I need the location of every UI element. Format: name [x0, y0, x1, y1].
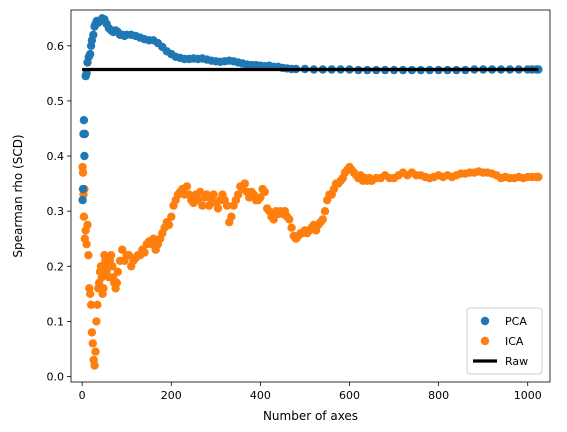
pca-point-1	[78, 184, 88, 194]
ica-point-38	[112, 278, 122, 287]
ica-point-1	[78, 168, 88, 177]
ica-point-191	[534, 172, 543, 182]
ica-point-90	[227, 212, 236, 221]
ica-point-62	[164, 220, 174, 230]
x-axis-label: Number of axes	[263, 409, 358, 423]
ica-point-17	[91, 347, 100, 356]
ica-series-points	[78, 162, 543, 370]
y-tick-label-1: 0.1	[47, 315, 65, 328]
ica-point-82	[209, 190, 218, 199]
x-tick-label-1: 200	[161, 389, 182, 402]
ica-point-44	[124, 251, 134, 260]
ica-point-63	[167, 212, 176, 221]
ica-point-18	[92, 317, 101, 326]
legend-marker-pca	[480, 316, 490, 326]
ica-point-34	[108, 262, 117, 271]
ica-point-51	[140, 248, 149, 257]
ica-point-105	[260, 187, 269, 197]
ica-point-84	[213, 204, 223, 213]
pca-point-0	[78, 195, 87, 205]
ica-point-70	[182, 182, 192, 191]
x-tick-label-3: 600	[339, 389, 360, 402]
ica-point-77	[198, 201, 207, 210]
ica-point-132	[320, 207, 330, 216]
ica-point-8	[83, 220, 92, 230]
x-axis-ticks: 0 200 400 600 800 1000	[79, 382, 542, 402]
x-tick-label-4: 800	[428, 389, 449, 402]
ica-point-39	[113, 267, 123, 276]
x-tick-label-5: 1000	[514, 389, 542, 402]
ica-point-116	[285, 215, 294, 224]
legend-marker-ica	[480, 336, 490, 346]
ica-point-131	[318, 215, 327, 224]
y-tick-label-2: 0.2	[47, 260, 65, 273]
pca-point-3	[79, 116, 89, 125]
plot-frame	[70, 9, 551, 383]
pca-point-7	[82, 69, 91, 78]
ica-point-12	[86, 300, 96, 309]
ica-point-7	[82, 240, 91, 249]
y-tick-label-4: 0.4	[47, 150, 65, 163]
legend-label-ica: ICA	[505, 335, 524, 348]
ica-point-11	[86, 289, 95, 298]
x-tick-label-2: 400	[250, 389, 271, 402]
pca-point-5	[80, 129, 90, 139]
ica-point-9	[84, 251, 93, 260]
ica-point-24	[97, 273, 106, 282]
ica-point-16	[90, 361, 99, 370]
ica-point-117	[287, 223, 296, 232]
y-axis-label: Spearman rho (SCD)	[11, 134, 25, 257]
y-tick-label-0: 0.0	[47, 370, 65, 383]
y-tick-label-6: 0.6	[47, 40, 65, 53]
y-axis-ticks: 0.0 0.1 0.2 0.3 0.4 0.5 0.6	[47, 40, 71, 383]
ica-point-88	[222, 201, 232, 210]
y-tick-label-5: 0.5	[47, 95, 65, 108]
ica-point-33	[106, 251, 116, 260]
x-tick-label-0: 0	[79, 389, 86, 402]
ica-point-19	[93, 300, 102, 309]
pca-point-10	[86, 49, 95, 59]
ica-point-13	[87, 328, 97, 337]
ica-point-96	[240, 179, 249, 188]
legend-label-raw: Raw	[505, 355, 528, 368]
ica-point-26	[99, 284, 108, 293]
ica-point-14	[88, 339, 98, 348]
ica-point-3	[79, 212, 89, 221]
legend-label-pca: PCA	[505, 315, 527, 328]
legend: PCA ICA Raw	[466, 307, 543, 375]
pca-point-13	[89, 30, 98, 39]
y-tick-label-3: 0.3	[47, 205, 65, 218]
pca-point-4	[80, 151, 89, 161]
pca-series-points	[78, 14, 543, 205]
